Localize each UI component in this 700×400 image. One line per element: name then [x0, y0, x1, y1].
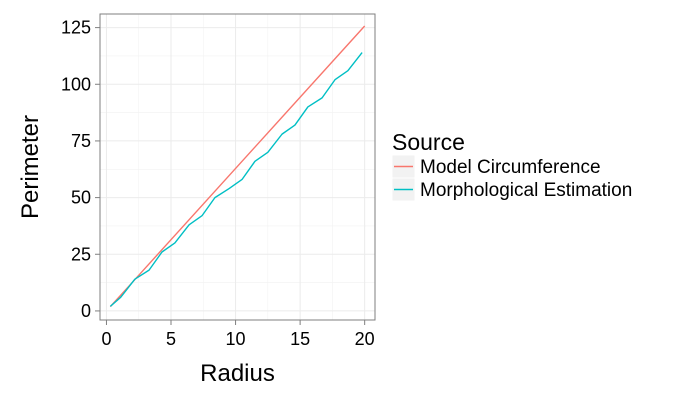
legend-title: Source — [392, 129, 465, 155]
x-tick-label: 5 — [166, 329, 176, 349]
legend-label-model-circumference: Model Circumference — [420, 157, 601, 178]
y-tick-label: 25 — [71, 244, 91, 264]
series-line-model-circumference — [109, 25, 366, 308]
panel-border — [99, 13, 376, 321]
x-axis-title: Radius — [200, 360, 275, 387]
y-axis: 0 25 50 75 100 125 — [61, 18, 100, 321]
series-line-morphological-estimation — [109, 52, 363, 307]
x-tick-label: 15 — [290, 329, 310, 349]
legend-label-morphological-estimation: Morphological Estimation — [420, 180, 632, 201]
x-tick-label: 0 — [101, 329, 111, 349]
y-tick-label: 50 — [71, 188, 91, 208]
series-lines — [109, 25, 366, 308]
legend: Source Model CircumferenceMorphological … — [391, 129, 632, 202]
minor-gridlines — [100, 14, 375, 320]
y-tick-label: 125 — [61, 18, 91, 38]
x-tick-label: 10 — [226, 329, 246, 349]
y-axis-title: Perimeter — [17, 115, 44, 219]
y-tick-label: 0 — [81, 301, 91, 321]
x-tick-label: 20 — [355, 329, 375, 349]
major-gridlines — [100, 14, 375, 320]
y-tick-label: 100 — [61, 74, 91, 94]
y-tick-label: 75 — [71, 131, 91, 151]
x-axis: 0 5 10 15 20 — [101, 320, 375, 349]
